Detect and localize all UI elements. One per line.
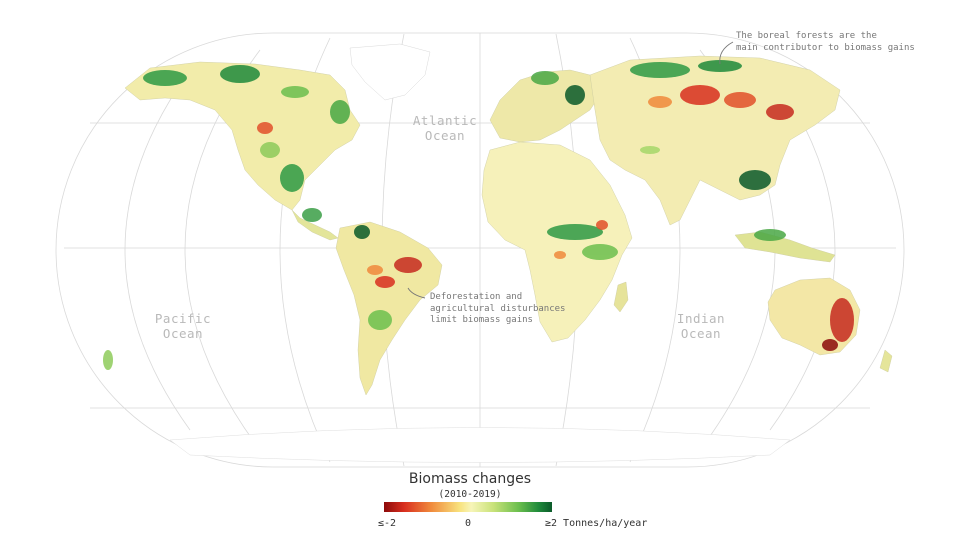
legend-min-label: ≤-2	[378, 518, 397, 529]
africa	[481, 141, 633, 343]
ocean-label-line: Pacific	[154, 311, 212, 326]
ocean-label-indian: Indian Ocean	[656, 311, 746, 341]
ocean-label-line: Indian	[676, 311, 726, 326]
annotation-line: agricultural disturbances	[430, 303, 566, 314]
boreal-annotation-line	[719, 41, 734, 65]
ocean-label-line: Ocean	[680, 326, 722, 341]
legend-period: (2010-2019)	[438, 489, 502, 500]
ocean-label-atlantic: Atlantic Ocean	[400, 113, 490, 143]
greenland	[349, 43, 431, 101]
biomass-gain-patches	[103, 60, 786, 370]
annotation-line: The boreal forests are the	[736, 31, 877, 41]
asia	[589, 55, 841, 226]
ocean-label-line: Ocean	[424, 128, 466, 143]
annotation-line: Deforestation and	[430, 292, 523, 302]
biomass-loss-patches	[257, 85, 854, 351]
boreal-forests-annotation: The boreal forests are the main contribu…	[736, 31, 915, 54]
deforestation-annotation: Deforestation and agricultural disturban…	[430, 292, 565, 327]
legend-max-label: ≥2 Tonnes/ha/year	[545, 518, 648, 529]
madagascar	[613, 281, 629, 313]
new-zealand	[879, 349, 893, 373]
legend-mid-label: 0	[465, 518, 472, 529]
ocean-label-line: Ocean	[162, 326, 204, 341]
legend-title: Biomass changes	[408, 471, 532, 487]
legend-color-scale	[384, 502, 552, 512]
deforestation-annotation-line	[407, 287, 426, 299]
annotation-line: limit biomass gains	[430, 315, 533, 325]
ocean-label-line: Atlantic	[412, 113, 478, 128]
antarctica	[169, 427, 791, 463]
ocean-label-pacific: Pacific Ocean	[138, 311, 228, 341]
annotation-line: main contributor to biomass gains	[736, 42, 915, 53]
